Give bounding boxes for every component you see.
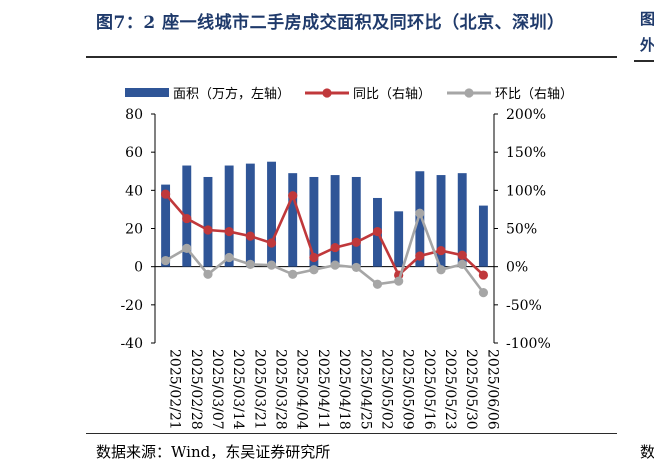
bar-area [288,173,298,267]
source-rule [86,433,617,434]
legend-label: 环比（右轴） [495,87,573,102]
yoy-marker [478,270,489,280]
right-tick-label: -50% [506,298,542,314]
x-tick-label: 2025/04/25 [357,349,373,430]
mom-marker [351,262,361,273]
adjacent-panel-source-fragment: 数 [640,443,654,461]
figure-title: 图7：2 座一线城市二手房成交面积及同环比（北京、深圳） [96,13,565,33]
bar-area [245,163,255,267]
legend-label: 同比（右轴） [353,87,431,102]
yoy-marker [182,213,192,224]
legend-swatch-marker [464,88,474,98]
bar-area [436,175,446,267]
left-tick-label: 0 [134,260,143,276]
x-tick-label: 2025/04/04 [294,349,310,430]
x-tick-label: 2025/03/21 [251,349,267,430]
mom-marker [436,265,446,275]
yoy-marker [415,251,425,261]
bar-area [394,211,404,267]
mom-marker [160,255,171,266]
x-tick-label: 2025/06/06 [484,349,500,430]
right-tick-label: 200% [506,107,546,123]
x-tick-label: 2025/03/14 [230,349,246,430]
bar-area [351,176,361,267]
adjacent-panel-title-fragment: 图 [640,10,654,28]
mom-marker [415,208,425,218]
yoy-marker [245,231,255,241]
yoy-marker [457,250,467,260]
mom-marker [478,288,489,298]
bar-area [330,175,340,267]
left-tick-label: -40 [120,336,143,352]
mom-marker [372,279,383,289]
mom-marker [203,269,213,279]
left-tick-label: 60 [125,145,143,161]
bar-area [309,176,319,267]
yoy-marker [351,237,361,247]
mom-marker [245,259,255,269]
x-tick-label: 2025/05/23 [442,349,458,430]
right-tick-label: -100% [506,336,551,352]
x-tick-label: 2025/04/11 [315,349,331,430]
mom-marker [394,276,404,286]
mom-marker [182,243,192,253]
x-tick-label: 2025/03/07 [209,349,225,430]
adjacent-panel-title-fragment: 外 [640,36,654,54]
x-tick-label: 2025/02/28 [188,349,204,430]
mom-marker [330,260,340,270]
right-tick-label: 100% [506,183,546,199]
yoy-line [164,192,485,278]
yoy-marker [266,238,277,248]
yoy-marker [224,226,234,237]
x-tick-label: 2025/02/21 [167,349,183,430]
x-tick-label: 2025/03/28 [273,349,289,430]
bar-area [267,161,276,267]
x-tick-label: 2025/04/18 [336,349,352,430]
yoy-marker [372,226,383,237]
bar-area [478,205,488,267]
right-tick-label: 150% [506,145,546,161]
yoy-marker [160,189,171,199]
x-tick-label: 2025/05/30 [463,349,479,430]
yoy-marker [288,191,298,201]
right-tick-label: 50% [506,222,537,238]
mom-line [164,209,485,294]
legend-swatch-bar [125,88,169,97]
source-note: 数据来源：Wind，东吴证券研究所 [96,443,331,461]
yoy-marker [309,252,319,263]
bar-area [161,184,171,267]
bar-area [415,171,425,267]
legend-swatch-marker [322,88,332,98]
yoy-marker [436,246,446,256]
mom-marker [266,260,277,270]
bar-area [224,165,234,267]
mom-marker [288,269,298,279]
left-tick-label: -20 [120,298,143,314]
yoy-marker [203,225,213,235]
bar-area [203,176,213,267]
left-tick-label: 40 [125,183,143,199]
yoy-marker [330,242,340,253]
title-rule [86,56,617,58]
mom-marker [224,252,234,263]
mom-marker [309,265,319,275]
right-tick-label: 0% [506,260,528,276]
x-tick-label: 2025/05/09 [400,349,416,430]
x-tick-label: 2025/05/02 [378,349,394,430]
mom-marker [457,259,467,269]
left-tick-label: 80 [125,107,143,123]
left-tick-label: 20 [125,222,143,238]
x-tick-label: 2025/05/16 [421,349,437,430]
bar-area [457,173,467,267]
legend-label: 面积（万方，左轴） [173,86,290,102]
adjacent-panel-rule [634,60,654,62]
